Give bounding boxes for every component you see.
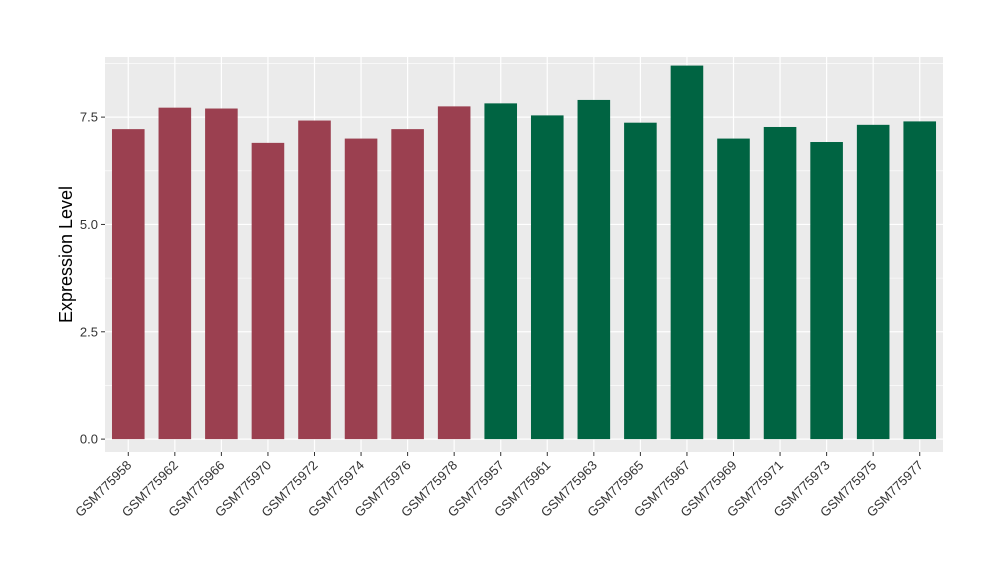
bar-GSM775973: [810, 142, 843, 440]
bar-GSM775976: [391, 129, 424, 440]
bar-GSM775970: [251, 142, 285, 440]
grid-minor: [105, 63, 943, 386]
bar-GSM775977: [903, 121, 937, 440]
bar-GSM775958: [111, 129, 145, 440]
bar-GSM775972: [298, 120, 331, 440]
bar-GSM775971: [763, 126, 797, 440]
bar-GSM775974: [344, 138, 378, 440]
y-tick-label: 5.0: [80, 217, 98, 232]
x-axis: GSM775958GSM775962GSM775966GSM775970GSM7…: [72, 452, 926, 520]
bar-GSM775962: [158, 107, 192, 440]
bar-GSM775975: [856, 124, 890, 440]
bar-GSM775963: [577, 99, 611, 440]
bar-GSM775966: [205, 108, 238, 440]
y-tick-label: 0.0: [80, 432, 98, 447]
y-axis-title: Expression Level: [56, 186, 76, 323]
bar-GSM775957: [484, 103, 518, 440]
y-tick-label: 7.5: [80, 110, 98, 125]
plot-panel: [105, 57, 943, 452]
y-tick-label: 2.5: [80, 324, 98, 339]
bar-GSM775978: [437, 106, 471, 440]
bar-GSM775965: [624, 122, 657, 440]
y-axis: 0.0 2.5 5.0 7.5: [80, 110, 105, 447]
bar-GSM775967: [670, 65, 704, 440]
bar-GSM775969: [717, 138, 750, 440]
bar-GSM775961: [530, 115, 564, 440]
bars: [111, 65, 937, 440]
